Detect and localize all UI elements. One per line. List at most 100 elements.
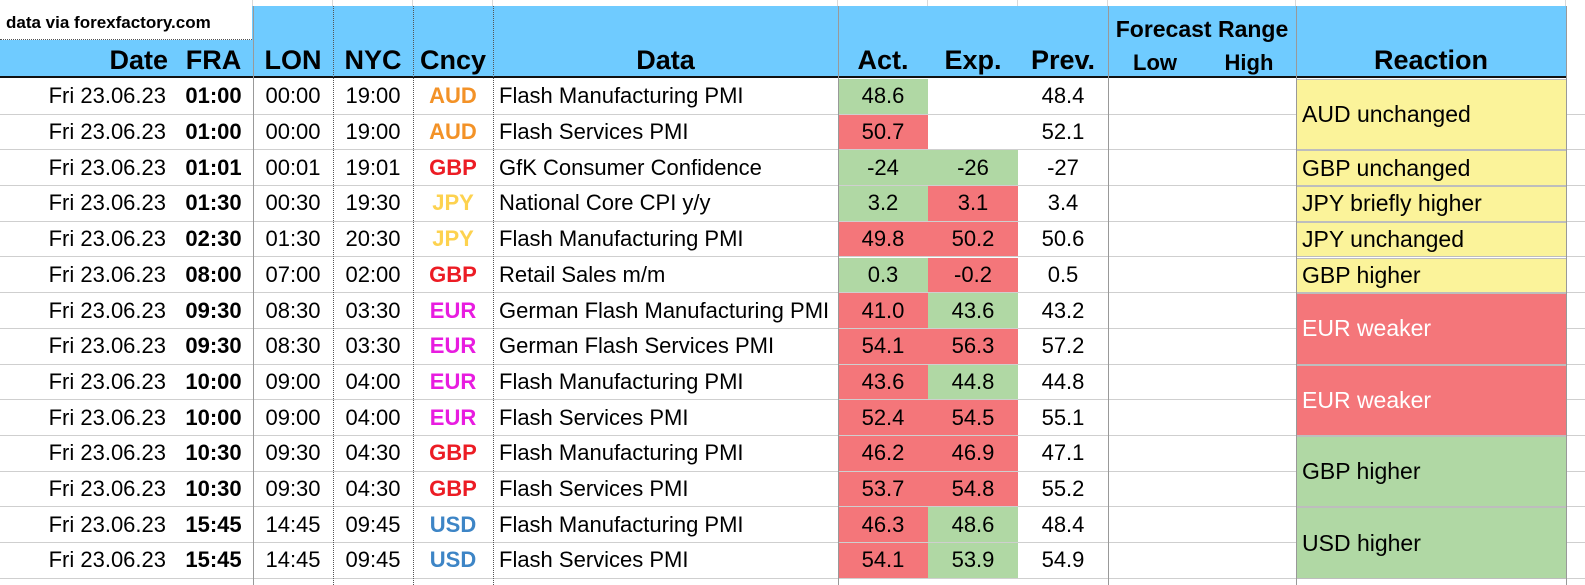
cell-fra-time[interactable]: 15:45 (185, 511, 242, 537)
cell-actual[interactable]: 48.6 (838, 79, 928, 114)
cell-previous[interactable]: 0.5 (1047, 261, 1079, 287)
cell-expected[interactable]: 54.5 (928, 400, 1018, 435)
reaction-cell[interactable]: AUD unchanged (1296, 79, 1566, 151)
cell-expected[interactable]: -0.2 (928, 257, 1018, 293)
cell-lon-time[interactable]: 14:45 (265, 547, 321, 573)
cell-date[interactable]: Fri 23.06.23 (48, 83, 166, 109)
cell-currency[interactable]: GBP (429, 476, 477, 502)
cell-high[interactable] (1202, 222, 1296, 257)
reaction-cell[interactable]: GBP higher (1296, 257, 1566, 294)
cell-high[interactable] (1202, 79, 1296, 114)
cell-expected[interactable]: 3.1 (928, 186, 1018, 221)
cell-actual[interactable]: 49.8 (838, 221, 928, 257)
header-prev[interactable]: Prev. (1030, 45, 1096, 75)
cell-previous[interactable]: 48.4 (1041, 83, 1085, 109)
cell-data-name[interactable]: Flash Manufacturing PMI (499, 226, 744, 252)
header-act[interactable]: Act. (857, 45, 909, 75)
header-low[interactable]: Low (1133, 50, 1177, 75)
cell-nyc-time[interactable]: 04:00 (345, 368, 401, 394)
cell-nyc-time[interactable]: 03:30 (345, 333, 401, 359)
reaction-cell[interactable]: USD higher (1296, 507, 1566, 579)
cell-previous[interactable]: 55.2 (1041, 476, 1085, 502)
cell-previous[interactable]: 52.1 (1041, 119, 1085, 145)
cell-low[interactable] (1108, 436, 1202, 471)
cell-lon-time[interactable]: 09:30 (265, 476, 321, 502)
reaction-cell[interactable]: JPY unchanged (1296, 221, 1566, 258)
cell-low[interactable] (1108, 222, 1202, 257)
cell-low[interactable] (1108, 150, 1202, 185)
cell-lon-time[interactable]: 08:30 (265, 333, 321, 359)
cell-previous[interactable]: 54.9 (1041, 547, 1085, 573)
cell-actual[interactable]: 43.6 (838, 364, 928, 400)
cell-currency[interactable]: USD (429, 511, 477, 537)
reaction-cell[interactable]: GBP higher (1296, 436, 1566, 508)
cell-low[interactable] (1108, 400, 1202, 435)
header-data[interactable]: Data (636, 45, 695, 75)
cell-fra-time[interactable]: 10:30 (185, 440, 242, 466)
cell-high[interactable] (1202, 365, 1296, 400)
cell-previous[interactable]: 43.2 (1041, 297, 1085, 323)
cell-actual[interactable]: -24 (838, 150, 928, 186)
cell-currency[interactable]: EUR (429, 368, 477, 394)
cell-high[interactable] (1202, 186, 1296, 221)
cell-nyc-time[interactable]: 04:30 (345, 440, 401, 466)
cell-data-name[interactable]: Flash Manufacturing PMI (499, 83, 744, 109)
cell-data-name[interactable]: Retail Sales m/m (499, 261, 666, 287)
cell-nyc-time[interactable]: 09:45 (345, 547, 401, 573)
cell-currency[interactable]: GBP (429, 261, 477, 287)
reaction-cell[interactable]: EUR weaker (1296, 293, 1566, 365)
cell-lon-time[interactable]: 01:30 (265, 226, 321, 252)
cell-fra-time[interactable]: 01:00 (185, 119, 242, 145)
cell-data-name[interactable]: Flash Manufacturing PMI (499, 511, 744, 537)
cell-actual[interactable]: 46.2 (838, 436, 928, 471)
reaction-cell[interactable]: EUR weaker (1296, 364, 1566, 436)
cell-data-name[interactable]: Flash Manufacturing PMI (499, 368, 744, 394)
cell-high[interactable] (1202, 258, 1296, 293)
cell-nyc-time[interactable]: 04:30 (345, 476, 401, 502)
cell-expected[interactable]: 54.8 (928, 471, 1018, 507)
cell-expected[interactable]: 48.6 (928, 507, 1018, 543)
cell-previous[interactable]: 50.6 (1041, 226, 1085, 252)
header-nyc[interactable]: NYC (344, 45, 402, 75)
reaction-cell[interactable]: JPY briefly higher (1296, 186, 1566, 222)
cell-high[interactable] (1202, 436, 1296, 471)
cell-date[interactable]: Fri 23.06.23 (48, 368, 166, 394)
cell-data-name[interactable]: Flash Manufacturing PMI (499, 440, 744, 466)
header-fra[interactable]: FRA (185, 45, 242, 75)
cell-high[interactable] (1202, 329, 1296, 364)
cell-currency[interactable]: EUR (429, 333, 477, 359)
cell-lon-time[interactable]: 14:45 (265, 511, 321, 537)
header-date[interactable]: Date (109, 45, 168, 75)
cell-date[interactable]: Fri 23.06.23 (48, 476, 166, 502)
cell-low[interactable] (1108, 115, 1202, 150)
cell-actual[interactable]: 50.7 (838, 114, 928, 150)
cell-low[interactable] (1108, 507, 1202, 542)
cell-nyc-time[interactable]: 20:30 (345, 226, 401, 252)
cell-nyc-time[interactable]: 09:45 (345, 511, 401, 537)
cell-actual[interactable]: 41.0 (838, 293, 928, 328)
cell-date[interactable]: Fri 23.06.23 (48, 440, 166, 466)
cell-currency[interactable]: EUR (429, 404, 477, 430)
cell-low[interactable] (1108, 293, 1202, 328)
cell-fra-time[interactable]: 10:00 (185, 404, 242, 430)
cell-expected[interactable]: 56.3 (928, 328, 1018, 364)
cell-high[interactable] (1202, 293, 1296, 328)
reaction-cell[interactable]: GBP unchanged (1296, 150, 1566, 187)
cell-data-name[interactable]: Flash Services PMI (499, 404, 689, 430)
cell-currency[interactable]: GBP (429, 440, 477, 466)
cell-expected[interactable]: 46.9 (928, 436, 1018, 471)
cell-expected[interactable] (928, 79, 1018, 114)
cell-lon-time[interactable]: 00:01 (265, 154, 321, 180)
cell-currency[interactable]: AUD (429, 83, 477, 109)
cell-fra-time[interactable]: 09:30 (185, 297, 242, 323)
cell-expected[interactable] (928, 115, 1018, 150)
cell-previous[interactable]: -27 (1047, 154, 1079, 180)
header-reaction[interactable]: Reaction (1373, 45, 1489, 75)
cell-fra-time[interactable]: 15:45 (185, 547, 242, 573)
cell-fra-time[interactable]: 09:30 (185, 333, 242, 359)
cell-low[interactable] (1108, 543, 1202, 578)
cell-previous[interactable]: 47.1 (1041, 440, 1085, 466)
cell-fra-time[interactable]: 10:30 (185, 476, 242, 502)
cell-fra-time[interactable]: 01:30 (185, 190, 242, 216)
cell-date[interactable]: Fri 23.06.23 (48, 297, 166, 323)
